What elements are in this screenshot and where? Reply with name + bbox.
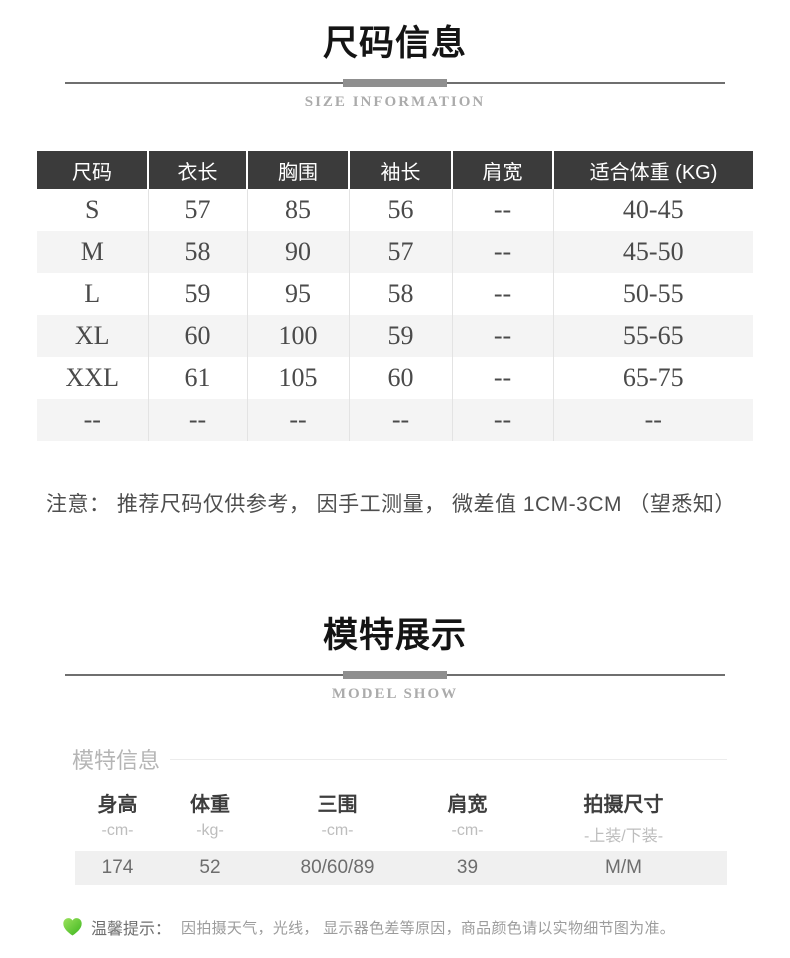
size-section-header: 尺码信息 SIZE INFORMATION xyxy=(0,0,790,111)
size-cell: 90 xyxy=(246,231,349,273)
column-header-sleeve: 袖长 xyxy=(348,151,452,189)
model-col-shooting-size: 拍摄尺寸 -上装/下装- xyxy=(520,788,727,846)
model-col-weight: 体重 -kg- xyxy=(160,788,260,846)
size-table-header-row: 尺码 衣长 胸围 袖长 肩宽 适合体重 (KG) xyxy=(37,151,753,189)
size-cell: 55-65 xyxy=(552,315,753,357)
model-col-unit: -cm- xyxy=(101,822,134,839)
model-col-name: 三围 xyxy=(317,794,358,816)
size-cell: -- xyxy=(451,315,553,357)
size-section-title: 尺码信息 xyxy=(322,24,467,63)
model-col-measurements: 三围 -cm- xyxy=(260,788,415,846)
column-header-weight: 适合体重 (KG) xyxy=(552,151,753,189)
size-cell: L xyxy=(84,279,101,308)
size-cell: -- xyxy=(451,231,553,273)
column-header-length: 衣长 xyxy=(147,151,247,189)
size-cell: 56 xyxy=(348,189,452,231)
size-cell: S xyxy=(85,195,100,224)
model-col-name: 体重 xyxy=(190,794,230,816)
size-cell: 65-75 xyxy=(552,357,753,399)
size-cell: 45-50 xyxy=(552,231,753,273)
size-cell: 60 xyxy=(348,357,452,399)
size-cell: 57 xyxy=(147,189,247,231)
size-cell: -- xyxy=(451,189,553,231)
column-header-bust: 胸围 xyxy=(246,151,349,189)
model-value-shooting-size: M/M xyxy=(605,857,642,878)
table-row: L 59 95 58 -- 50-55 xyxy=(37,273,753,315)
model-info-header: 模特信息 xyxy=(72,743,727,775)
column-header-size: 尺码 xyxy=(37,151,148,189)
size-cell: -- xyxy=(147,399,247,441)
model-section-title: 模特展示 xyxy=(322,616,467,655)
model-section-subtitle: MODEL SHOW xyxy=(331,686,459,702)
section-divider xyxy=(65,79,725,87)
model-col-unit: -上装/下装- xyxy=(583,828,664,845)
size-cell: -- xyxy=(451,399,553,441)
size-cell: M xyxy=(80,237,104,266)
model-value-weight: 52 xyxy=(199,857,221,878)
size-cell: 59 xyxy=(147,273,247,315)
table-row: XXL 61 105 60 -- 65-75 xyxy=(37,357,753,399)
model-col-name: 肩宽 xyxy=(447,794,488,816)
size-note: 注意： 推荐尺码仅供参考， 因手工测量， 微差值 1CM-3CM （望悉知） xyxy=(46,493,736,516)
size-cell: 100 xyxy=(246,315,349,357)
size-cell: 57 xyxy=(348,231,452,273)
model-col-unit: -cm- xyxy=(451,822,484,839)
size-cell: 58 xyxy=(348,273,452,315)
model-section-header: 模特展示 MODEL SHOW xyxy=(0,518,790,703)
size-cell: XL xyxy=(74,321,110,350)
size-cell: 40-45 xyxy=(552,189,753,231)
warm-tip: 温馨提示： 因拍摄天气，光线， 显示器色差等原因，商品颜色请以实物细节图为准。 xyxy=(62,915,790,939)
size-cell: 85 xyxy=(246,189,349,231)
divider-thick-segment xyxy=(343,79,447,87)
model-info-label: 模特信息 xyxy=(72,748,161,773)
model-info-values: 174 52 80/60/89 39 M/M xyxy=(75,851,727,885)
model-info-rule xyxy=(170,758,727,760)
model-col-name: 身高 xyxy=(97,794,138,816)
size-cell: -- xyxy=(348,399,452,441)
size-section-subtitle: SIZE INFORMATION xyxy=(304,94,486,110)
model-col-height: 身高 -cm- xyxy=(75,788,160,846)
size-cell: 50-55 xyxy=(552,273,753,315)
model-value-height: 174 xyxy=(101,857,134,878)
size-cell: -- xyxy=(552,399,753,441)
size-cell: -- xyxy=(83,405,101,434)
size-cell: XXL xyxy=(65,363,119,392)
size-cell: 59 xyxy=(348,315,452,357)
model-col-shoulder: 肩宽 -cm- xyxy=(415,788,520,846)
model-col-name: 拍摄尺寸 xyxy=(583,794,664,816)
model-col-unit: -kg- xyxy=(196,822,224,839)
size-cell: 60 xyxy=(147,315,247,357)
divider-thick-segment xyxy=(343,671,447,679)
model-info-columns: 身高 -cm- 体重 -kg- 三围 -cm- 肩宽 -cm- 拍摄尺寸 -上装… xyxy=(75,788,727,846)
section-divider xyxy=(65,671,725,679)
size-cell: -- xyxy=(246,399,349,441)
model-col-unit: -cm- xyxy=(321,822,354,839)
table-row: XL 60 100 59 -- 55-65 xyxy=(37,315,753,357)
green-heart-icon xyxy=(62,917,83,937)
size-cell: -- xyxy=(451,273,553,315)
tip-label: 温馨提示： xyxy=(91,921,172,938)
size-cell: 58 xyxy=(147,231,247,273)
size-cell: 61 xyxy=(147,357,247,399)
table-row: -- -- -- -- -- -- xyxy=(37,399,753,441)
model-value-measurements: 80/60/89 xyxy=(300,857,375,878)
tip-text: 因拍摄天气，光线， 显示器色差等原因，商品颜色请以实物细节图为准。 xyxy=(181,919,676,937)
size-cell: 95 xyxy=(246,273,349,315)
table-row: S 57 85 56 -- 40-45 xyxy=(37,189,753,231)
table-row: M 58 90 57 -- 45-50 xyxy=(37,231,753,273)
model-value-shoulder: 39 xyxy=(456,857,479,878)
column-header-shoulder: 肩宽 xyxy=(451,151,553,189)
size-table: 尺码 衣长 胸围 袖长 肩宽 适合体重 (KG) S 57 85 56 -- 4… xyxy=(37,151,753,441)
size-cell: -- xyxy=(451,357,553,399)
size-cell: 105 xyxy=(246,357,349,399)
